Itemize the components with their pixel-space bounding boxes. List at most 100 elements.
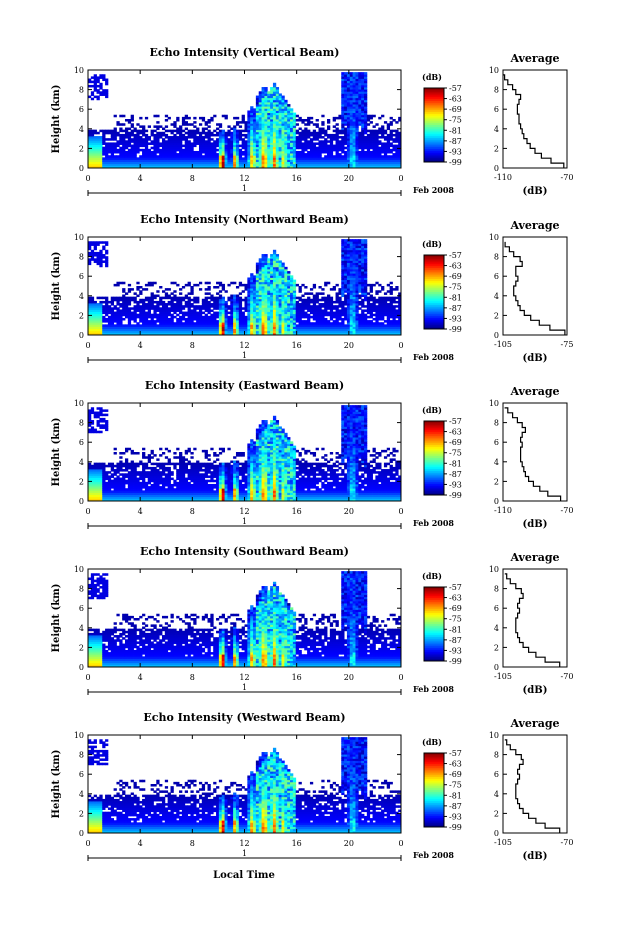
colorbar-segment — [424, 158, 444, 161]
heatmap-cell — [105, 131, 109, 135]
heatmap-cell — [270, 273, 274, 276]
heatmap-cell — [341, 332, 345, 336]
heatmap-cell — [335, 148, 339, 152]
heatmap-cell — [250, 108, 254, 111]
heatmap-cell — [292, 317, 297, 321]
heatmap-cell — [264, 148, 268, 152]
heatmap-cell — [375, 138, 379, 141]
heatmap-cell — [355, 106, 359, 109]
heatmap-cell — [147, 165, 151, 169]
heatmap-cell — [369, 305, 373, 308]
heatmap-cell — [346, 290, 351, 293]
heatmap-cell — [264, 262, 268, 266]
heatmap-cell — [247, 146, 251, 150]
heatmap-cell — [207, 163, 211, 167]
heatmap-cell — [110, 159, 115, 163]
heatmap-cell — [201, 322, 206, 325]
heatmap-cell — [176, 298, 180, 302]
heatmap-cell — [230, 315, 234, 319]
heatmap-cell — [116, 148, 120, 152]
heatmap-cell — [233, 311, 237, 315]
heatmap-cell — [309, 309, 314, 312]
heatmap-cell — [358, 254, 362, 257]
heatmap-cell — [136, 300, 140, 304]
heatmap-cell — [116, 298, 120, 302]
heatmap-cell — [275, 258, 280, 261]
heatmap-cell — [281, 268, 285, 272]
heatmap-cell — [136, 157, 140, 160]
heatmap-cell — [264, 300, 268, 304]
heatmap-cell — [230, 320, 234, 323]
heatmap-cell — [184, 163, 188, 167]
heatmap-cell — [170, 300, 174, 304]
heatmap-cell — [272, 298, 277, 302]
heatmap-cell — [253, 161, 257, 165]
heatmap-cell — [207, 309, 211, 312]
heatmap-cell — [261, 136, 265, 139]
heatmap-cell — [258, 300, 262, 304]
heatmap-cell — [255, 101, 260, 105]
heatmap-cell — [139, 320, 143, 323]
heatmap-cell — [127, 165, 132, 169]
heatmap-cell — [329, 165, 334, 169]
heatmap-cell — [267, 296, 271, 300]
heatmap-cell — [93, 150, 97, 154]
heatmap-cell — [264, 146, 268, 150]
heatmap-cell — [307, 307, 311, 310]
heatmap-cell — [122, 163, 126, 167]
heatmap-cell — [244, 305, 248, 308]
heatmap-cell — [295, 161, 299, 165]
heatmap-cell — [193, 116, 197, 120]
heatmap-cell — [156, 127, 160, 131]
heatmap-cell — [244, 123, 248, 126]
heatmap-cell — [290, 311, 294, 315]
heatmap-cell — [88, 129, 92, 133]
heatmap-cell — [341, 262, 345, 266]
heatmap-cell — [372, 322, 376, 325]
heatmap-cell — [315, 315, 319, 319]
heatmap-cell — [361, 108, 365, 111]
heatmap-cell — [295, 150, 299, 154]
heatmap-cell — [179, 163, 183, 167]
heatmap-cell — [329, 148, 334, 152]
heatmap-cell — [201, 305, 206, 308]
heatmap-cell — [235, 298, 240, 302]
heatmap-cell — [264, 292, 268, 295]
heatmap-cell — [122, 309, 126, 312]
heatmap-cell — [275, 254, 280, 257]
heatmap-cell — [355, 99, 359, 103]
heatmap-cell — [113, 133, 117, 137]
heatmap-cell — [284, 131, 288, 135]
heatmap-cell — [284, 326, 288, 330]
heatmap-cell — [221, 129, 225, 133]
heatmap-cell — [352, 271, 356, 274]
heatmap-cell — [113, 307, 117, 310]
heatmap-cell — [190, 322, 194, 325]
heatmap-cell — [93, 305, 97, 308]
heatmap-cell — [167, 146, 171, 150]
heatmap-cell — [167, 303, 171, 306]
heatmap-cell — [366, 114, 371, 118]
heatmap-cell — [335, 315, 339, 319]
heatmap-cell — [193, 328, 197, 332]
heatmap-cell — [124, 296, 129, 300]
heatmap-cell — [130, 159, 134, 163]
heatmap-cell — [281, 283, 285, 287]
heatmap-cell — [187, 281, 191, 285]
heatmap-cell — [253, 298, 257, 302]
heatmap-cell — [284, 110, 288, 114]
heatmap-cell — [338, 161, 342, 165]
heatmap-cell — [213, 300, 217, 304]
heatmap-cell — [270, 330, 274, 334]
heatmap-cell — [272, 131, 277, 135]
heatmap-cell — [290, 157, 294, 160]
heatmap-cell — [88, 241, 92, 244]
heatmap-cell — [272, 127, 277, 131]
heatmap-cell — [341, 125, 345, 128]
heatmap-cell — [386, 127, 391, 131]
heatmap-cell — [88, 144, 92, 148]
heatmap-cell — [349, 247, 354, 251]
heatmap-cell — [301, 138, 305, 141]
heatmap-cell — [341, 303, 345, 306]
heatmap-cell — [113, 129, 117, 133]
